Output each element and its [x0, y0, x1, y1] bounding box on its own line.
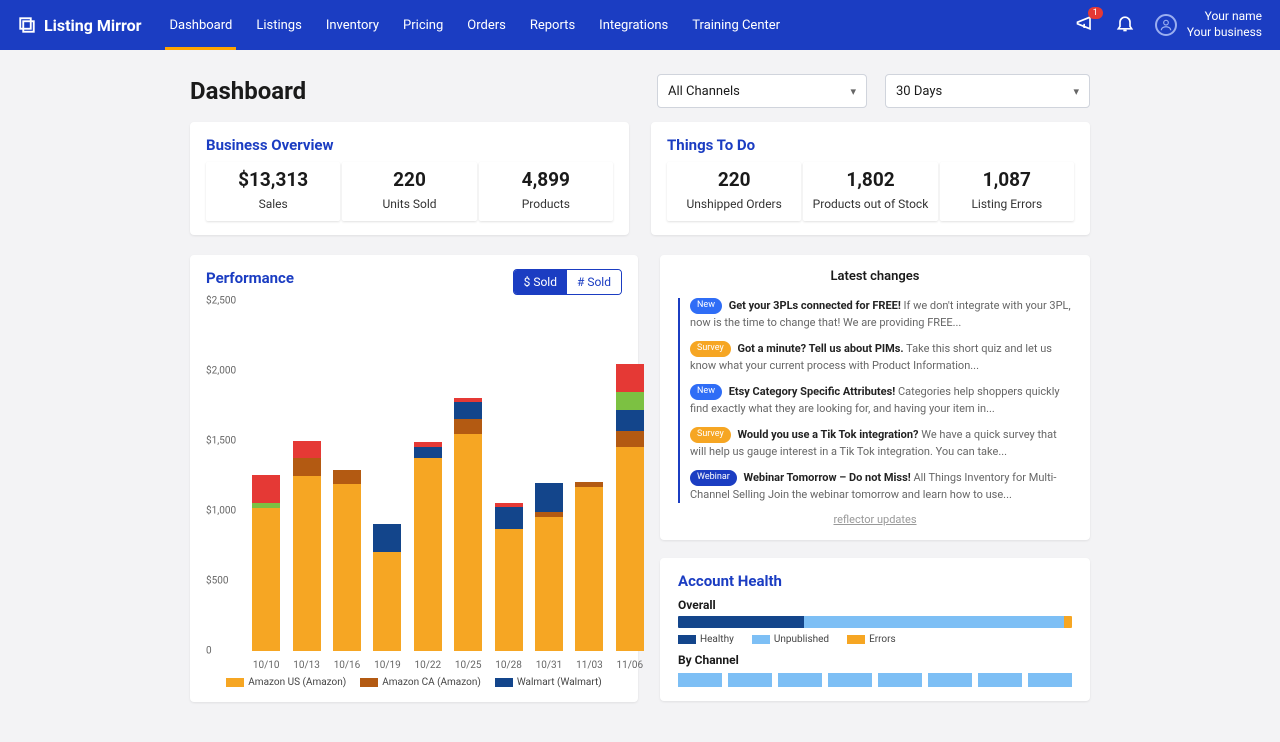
change-item[interactable]: Survey Would you use a Tik Tok integrati…	[690, 427, 1072, 460]
account-health-card: Account Health Overall Healthy Unpublishe…	[660, 558, 1090, 701]
range-select[interactable]: 30 Days ▾	[885, 74, 1090, 108]
x-axis-label: 10/25	[448, 660, 488, 671]
x-axis-label: 10/19	[367, 660, 407, 671]
y-axis-label: $500	[206, 576, 228, 587]
section-title: Performance	[206, 269, 294, 287]
performance-card: Performance $ Sold # Sold 0 $500 $1,000 $1,…	[190, 255, 638, 702]
channel-health-bar[interactable]	[978, 673, 1022, 687]
bar-11/06[interactable]	[616, 364, 644, 651]
legend-item: Walmart (Walmart)	[495, 677, 602, 688]
stat-listing-errors[interactable]: 1,087Listing Errors	[940, 162, 1074, 221]
toggle-dollar-sold[interactable]: $ Sold	[514, 270, 567, 294]
badge-survey: Survey	[690, 341, 731, 357]
badge-survey: Survey	[690, 427, 731, 443]
channel-health-bar[interactable]	[828, 673, 872, 687]
bar-10/28[interactable]	[495, 503, 523, 651]
x-axis-label: 10/31	[529, 660, 569, 671]
health-legend-item: Unpublished	[752, 634, 829, 645]
stat-unshipped-orders[interactable]: 220Unshipped Orders	[667, 162, 801, 221]
avatar-icon	[1155, 14, 1177, 36]
health-legend-item: Healthy	[678, 634, 734, 645]
channel-health-bar[interactable]	[778, 673, 822, 687]
top-nav: Listing Mirror Dashboard Listings Inventor…	[0, 0, 1280, 50]
bar-11/03[interactable]	[575, 482, 603, 651]
announcements-icon[interactable]: 1	[1075, 13, 1095, 37]
channel-health-bar[interactable]	[1028, 673, 1072, 687]
y-axis-label: $2,500	[206, 296, 236, 307]
bar-10/10[interactable]	[252, 475, 280, 651]
business-overview-card: Business Overview $13,313Sales220Units S…	[190, 122, 629, 235]
bell-icon[interactable]	[1115, 13, 1135, 37]
bar-10/25[interactable]	[454, 398, 482, 651]
legend-item: Amazon US (Amazon)	[226, 677, 346, 688]
change-item[interactable]: Survey Got a minute? Tell us about PIMs.…	[690, 341, 1072, 374]
change-item[interactable]: New Get your 3PLs connected for FREE! If…	[690, 298, 1072, 331]
section-title: Things To Do	[667, 136, 1074, 154]
legend-item: Amazon CA (Amazon)	[360, 677, 481, 688]
latest-changes-card: Latest changes New Get your 3PLs connect…	[660, 255, 1090, 540]
chevron-down-icon: ▾	[850, 85, 856, 98]
nav-reports[interactable]: Reports	[530, 2, 575, 49]
channel-select[interactable]: All Channels ▾	[657, 74, 867, 108]
health-seg-unpublished	[804, 616, 1064, 628]
channel-health-bar[interactable]	[928, 673, 972, 687]
page-title: Dashboard	[190, 77, 306, 105]
brand-logo[interactable]: Listing Mirror	[18, 16, 141, 35]
user-menu[interactable]: Your name Your business	[1155, 9, 1262, 40]
y-axis-label: $2,000	[206, 366, 236, 377]
by-channel-label: By Channel	[678, 653, 1072, 667]
logo-icon	[18, 16, 36, 34]
section-title: Account Health	[678, 572, 1072, 590]
section-title: Business Overview	[206, 136, 613, 154]
y-axis-label: $1,000	[206, 506, 236, 517]
y-axis-label: $1,500	[206, 436, 236, 447]
y-axis-label: 0	[206, 646, 212, 657]
x-axis-label: 10/22	[408, 660, 448, 671]
badge-new: New	[690, 384, 722, 400]
overall-label: Overall	[678, 598, 1072, 612]
health-legend-item: Errors	[847, 634, 896, 645]
overall-health-bar	[678, 616, 1072, 628]
nav-integrations[interactable]: Integrations	[599, 2, 668, 49]
stat-units-sold[interactable]: 220Units Sold	[342, 162, 476, 221]
x-axis-label: 11/06	[610, 660, 650, 671]
nav-pricing[interactable]: Pricing	[403, 2, 443, 49]
bar-10/16[interactable]	[333, 470, 361, 651]
user-text: Your name Your business	[1187, 9, 1262, 40]
todo-card: Things To Do 220Unshipped Orders1,802Pro…	[651, 122, 1090, 235]
brand-name: Listing Mirror	[44, 16, 141, 35]
bar-10/31[interactable]	[535, 483, 563, 651]
health-seg-errors	[1064, 616, 1072, 628]
x-axis-label: 11/03	[569, 660, 609, 671]
stat-products-out-of-stock[interactable]: 1,802Products out of Stock	[803, 162, 937, 221]
nav-orders[interactable]: Orders	[467, 2, 506, 49]
channel-health-bar[interactable]	[728, 673, 772, 687]
x-axis-label: 10/13	[287, 660, 327, 671]
nav-dashboard[interactable]: Dashboard	[169, 2, 232, 49]
channel-health-bar[interactable]	[878, 673, 922, 687]
x-axis-label: 10/10	[246, 660, 286, 671]
x-axis-label: 10/16	[327, 660, 367, 671]
notif-badge: 1	[1088, 7, 1103, 19]
changes-title: Latest changes	[678, 269, 1072, 284]
bar-10/22[interactable]	[414, 442, 442, 651]
health-seg-healthy	[678, 616, 804, 628]
bar-10/13[interactable]	[293, 441, 321, 651]
stat-sales[interactable]: $13,313Sales	[206, 162, 340, 221]
channel-health-bar[interactable]	[678, 673, 722, 687]
stat-products[interactable]: 4,899Products	[479, 162, 613, 221]
nav-inventory[interactable]: Inventory	[326, 2, 379, 49]
bar-10/19[interactable]	[373, 524, 401, 651]
nav-listings[interactable]: Listings	[256, 2, 301, 49]
perf-toggle: $ Sold # Sold	[513, 269, 622, 295]
reflector-updates-link[interactable]: reflector updates	[678, 513, 1072, 526]
badge-webinar: Webinar	[690, 470, 737, 486]
change-item[interactable]: New Etsy Category Specific Attributes! C…	[690, 384, 1072, 417]
badge-new: New	[690, 298, 722, 314]
nav-training-center[interactable]: Training Center	[692, 2, 780, 49]
change-item[interactable]: Webinar Webinar Tomorrow – Do not Miss! …	[690, 470, 1072, 503]
chevron-down-icon: ▾	[1073, 85, 1079, 98]
x-axis-label: 10/28	[489, 660, 529, 671]
toggle-num-sold[interactable]: # Sold	[567, 270, 621, 294]
